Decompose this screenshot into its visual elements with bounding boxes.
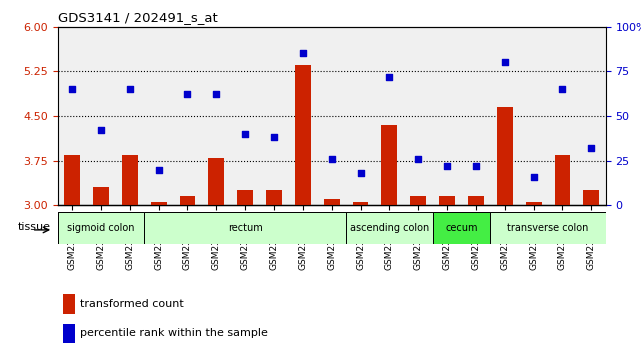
Point (240, 131, 250, 137)
Point (269, 135, 279, 140)
Bar (324, 199, 340, 205)
Point (124, 86, 135, 92)
Bar (64, 155, 80, 205)
Bar (583, 190, 599, 205)
Bar (381, 125, 397, 205)
Point (385, 74, 395, 79)
Text: GDS3141 / 202491_s_at: GDS3141 / 202491_s_at (58, 11, 217, 24)
Text: ascending colon: ascending colon (350, 223, 429, 233)
Text: sigmoid colon: sigmoid colon (67, 223, 135, 233)
Point (212, 92, 222, 97)
Bar (433, 212, 490, 244)
Bar (497, 107, 513, 205)
Bar (266, 190, 282, 205)
Point (297, 51, 308, 56)
Bar (93, 188, 109, 205)
Bar (122, 155, 138, 205)
Text: transverse colon: transverse colon (508, 223, 588, 233)
Bar (554, 155, 570, 205)
Bar (468, 196, 484, 205)
Point (558, 86, 568, 92)
Bar (439, 196, 455, 205)
Point (327, 156, 337, 162)
Bar (295, 65, 311, 205)
Bar (410, 196, 426, 205)
Bar (208, 158, 224, 205)
Bar (63, 324, 75, 343)
Bar (526, 202, 542, 205)
Point (154, 167, 164, 172)
Bar (179, 196, 196, 205)
Point (529, 174, 539, 179)
Text: rectum: rectum (228, 223, 263, 233)
Text: cecum: cecum (445, 223, 478, 233)
Point (413, 156, 424, 162)
Bar (490, 212, 606, 244)
Text: transformed count: transformed count (79, 299, 183, 309)
Bar (151, 202, 167, 205)
Bar (58, 212, 144, 244)
Point (471, 163, 481, 169)
Bar (346, 212, 433, 244)
Bar (353, 202, 369, 205)
Text: percentile rank within the sample: percentile rank within the sample (79, 328, 267, 338)
Point (500, 59, 510, 65)
Point (442, 163, 453, 169)
Text: tissue: tissue (17, 222, 50, 232)
Point (67, 86, 77, 92)
Bar (144, 212, 346, 244)
Point (586, 145, 596, 151)
Point (356, 170, 366, 176)
Point (183, 92, 193, 97)
Bar (63, 295, 75, 314)
Bar (237, 190, 253, 205)
Point (96, 127, 106, 133)
